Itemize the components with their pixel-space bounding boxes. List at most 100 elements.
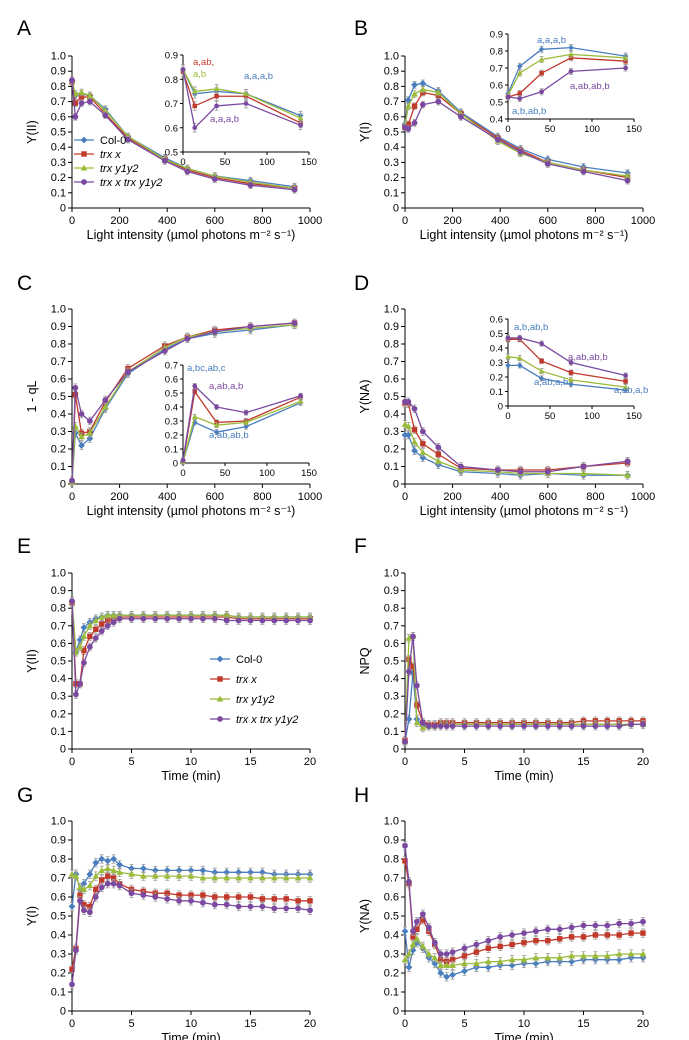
main-data-point xyxy=(401,956,409,963)
main-y-tick-label: 0.5 xyxy=(384,911,399,923)
main-data-point xyxy=(92,635,99,642)
main-data-point xyxy=(639,950,647,957)
main-data-point xyxy=(410,663,416,669)
inset-data-point xyxy=(538,375,545,382)
main-y-tick-label: 0.1 xyxy=(384,987,399,999)
main-data-point xyxy=(404,431,412,439)
x-axis-label: Light intensity (µmol photons m⁻² s⁻¹) xyxy=(420,504,629,518)
inset-y-tick-label: 0.4 xyxy=(490,344,503,355)
main-x-tick-label: 800 xyxy=(253,215,271,227)
main-y-tick-label: 0.1 xyxy=(51,987,66,999)
y-axis-label: NPQ xyxy=(358,647,372,674)
main-data-point xyxy=(419,943,427,949)
main-data-point xyxy=(494,136,501,143)
main-data-point xyxy=(98,628,105,634)
main-data-point xyxy=(102,112,109,119)
main-y-tick-label: 0.8 xyxy=(51,854,66,866)
main-y-tick-label: 0.1 xyxy=(51,187,66,199)
main-y-tick-label: 0.5 xyxy=(51,391,66,403)
inset-data-point xyxy=(568,69,574,74)
y-axis-label: Y(II) xyxy=(25,649,39,673)
main-data-point xyxy=(603,952,611,959)
main-data-point xyxy=(443,951,450,957)
main-data-point xyxy=(592,952,599,959)
main-x-tick-label: 0 xyxy=(402,215,408,227)
main-data-point xyxy=(199,874,207,881)
main-data-point xyxy=(93,886,99,893)
main-data-point xyxy=(592,723,599,730)
main-data-point xyxy=(86,870,94,878)
main-data-point xyxy=(81,659,87,666)
main-data-point xyxy=(406,878,412,885)
inset-data-point xyxy=(538,56,545,62)
main-data-point xyxy=(580,168,587,175)
main-data-point xyxy=(411,447,418,455)
main-data-point xyxy=(86,622,94,629)
panel-label: E xyxy=(17,535,31,558)
main-data-point xyxy=(307,617,313,624)
main-y-tick-label: 0.5 xyxy=(51,127,66,139)
main-data-point xyxy=(604,922,611,929)
main-data-point xyxy=(86,418,93,424)
inset: 0.4 0.5 0.6 0.7 0.8 0.9 0 50 100 150 a,a,a,b a,ab,a… xyxy=(490,30,642,136)
inset-y-tick-label: 0.4 xyxy=(490,115,503,126)
main-y-tick-label: 0.6 xyxy=(384,638,399,650)
main-data-point xyxy=(411,427,418,433)
main-data-point xyxy=(199,867,207,874)
inset-data-point xyxy=(516,70,523,76)
main-y-tick-label: 0.4 xyxy=(51,930,66,942)
main-data-point xyxy=(259,896,266,902)
main-data-point xyxy=(294,874,302,881)
main-data-point xyxy=(414,682,420,689)
main-y-tick-label: 0 xyxy=(393,479,399,491)
main-data-point xyxy=(628,930,634,936)
main-data-point xyxy=(187,872,195,879)
main-data-point xyxy=(425,950,433,957)
main-y-tick-label: 0.1 xyxy=(51,726,66,738)
main-y-tick-label: 0 xyxy=(393,1006,399,1018)
inset-data-point xyxy=(538,368,545,374)
inset-data-point xyxy=(243,419,249,425)
main-data-point xyxy=(86,882,94,889)
main-data-point xyxy=(497,943,503,950)
main-y-tick-label: 1.0 xyxy=(384,304,399,316)
main-data-point xyxy=(624,471,631,478)
inset-data-point xyxy=(505,335,511,341)
main-data-point xyxy=(110,611,118,618)
inset-y-tick-label: 0.6 xyxy=(165,375,178,386)
main-data-point xyxy=(86,644,93,650)
inset-y-tick-label: 0.6 xyxy=(490,315,503,326)
main-data-point xyxy=(435,98,442,105)
main-data-point xyxy=(291,186,298,193)
main-data-point xyxy=(443,962,451,968)
legend-label: trx x trx y1y2 xyxy=(100,177,162,189)
main-data-point xyxy=(283,896,289,902)
main-data-point xyxy=(592,932,599,938)
main-data-point xyxy=(77,892,83,898)
main-data-point xyxy=(164,896,171,902)
main-data-point xyxy=(425,924,432,931)
main-y-tick-label: 0.9 xyxy=(384,321,399,333)
inset-y-tick-label: 0.7 xyxy=(490,64,503,75)
main-data-point xyxy=(81,901,87,908)
main-x-tick-label: 200 xyxy=(443,215,461,227)
main-data-point xyxy=(161,157,168,164)
main-data-point xyxy=(78,442,85,449)
main-data-point xyxy=(437,723,444,730)
main-y-tick-label: 0.5 xyxy=(51,656,66,668)
main-data-point xyxy=(92,894,99,900)
inset-data-point xyxy=(213,429,220,435)
main-data-point xyxy=(78,411,85,417)
panel-e: E 0 0.1 0.2 0.3 0.4 0.5 0.6 0.7 0.8 0.9 1.0 0 5 10 15 20… xyxy=(17,535,316,783)
inset-y-tick-label: 0.9 xyxy=(165,51,178,62)
main-data-point xyxy=(473,723,480,730)
main-data-point xyxy=(69,477,75,484)
main-data-point xyxy=(78,89,85,96)
main-data-point xyxy=(413,719,421,726)
main-y-tick-label: 0.3 xyxy=(384,426,399,438)
main-data-point xyxy=(200,892,206,898)
main-y-tick-label: 1.0 xyxy=(51,304,66,316)
main-data-point xyxy=(544,723,551,730)
inset-x-tick-label: 150 xyxy=(301,157,317,168)
inset: 0 0.1 0.2 0.3 0.4 0.5 0.6 0 50 100 150 a,b,ab,b a,ab… xyxy=(490,315,649,423)
